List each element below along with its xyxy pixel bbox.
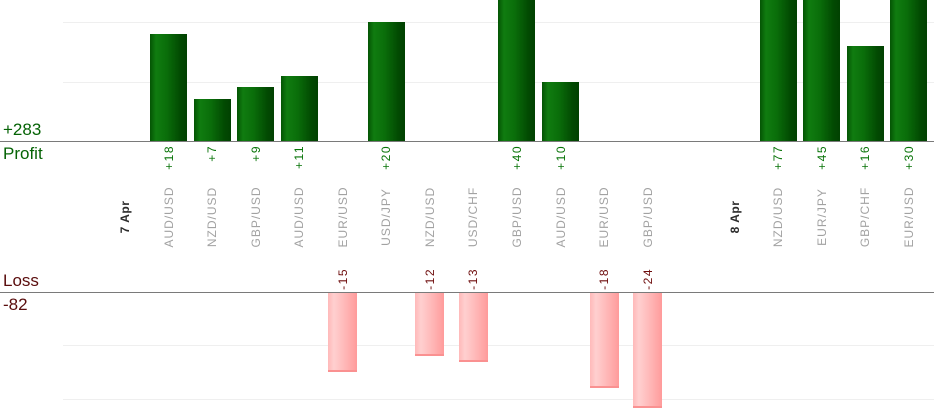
loss-bar <box>415 293 445 357</box>
date-label: 8 Apr <box>727 200 742 234</box>
profit-bar <box>890 0 928 141</box>
pair-label: GBP/USD <box>509 186 524 248</box>
pair-label: NZD/USD <box>205 186 220 248</box>
loss-bar <box>458 293 488 362</box>
profit-bar <box>759 0 797 141</box>
profit-bar <box>150 33 188 141</box>
pair-label: EUR/USD <box>597 186 612 248</box>
profit-bar <box>193 99 231 141</box>
loss-value-label: -13 <box>466 268 481 290</box>
loss-bar <box>589 293 619 389</box>
pair-label: AUD/USD <box>161 186 176 248</box>
profit-value-label: +77 <box>771 145 786 170</box>
profit-bar <box>280 75 318 141</box>
profit-panel <box>0 0 934 142</box>
loss-value-label: -12 <box>422 268 437 290</box>
profit-value-label: +30 <box>901 145 916 170</box>
gridline <box>63 399 934 400</box>
profit-value-label: +10 <box>553 145 568 170</box>
profit-bar <box>542 81 579 141</box>
profit-bar <box>803 0 841 141</box>
pair-label: GBP/CHF <box>858 186 873 248</box>
pair-label: AUD/USD <box>553 186 568 248</box>
pair-label: EUR/USD <box>901 186 916 248</box>
pair-label: GBP/USD <box>248 186 263 248</box>
profit-bar <box>237 87 275 141</box>
profit-value-label: +16 <box>858 145 873 170</box>
loss-axis-label: Loss <box>3 271 39 290</box>
category-axis-band: 7 Apr AUD/USD +18 NZD/USD +7 GBP/USD +9 AUD/USD… <box>0 142 934 292</box>
profit-value-label: +18 <box>161 145 176 170</box>
profit-value-label: +9 <box>248 145 263 162</box>
profit-axis-label: Profit <box>3 144 43 163</box>
loss-value-label: -15 <box>335 268 350 290</box>
profit-bar <box>498 0 536 141</box>
loss-panel <box>0 292 934 408</box>
profit-value-label: +7 <box>205 145 220 162</box>
pair-label: GBP/USD <box>640 186 655 248</box>
pair-label: EUR/USD <box>335 186 350 248</box>
profit-value-label: +20 <box>379 145 394 170</box>
loss-value-label: -18 <box>597 268 612 290</box>
pair-label: EUR/JPY <box>814 188 829 246</box>
pair-label: USD/JPY <box>379 188 394 246</box>
profit-value-label: +45 <box>814 145 829 170</box>
profit-bar <box>846 45 884 141</box>
pair-label: NZD/USD <box>771 186 786 248</box>
profit-value-label: +40 <box>509 145 524 170</box>
profit-total: +283 <box>3 120 42 139</box>
profit-bar <box>367 22 405 141</box>
loss-total: -82 <box>3 295 28 314</box>
pair-label: NZD/USD <box>422 186 437 248</box>
loss-value-label: -24 <box>640 268 655 290</box>
date-label: 7 Apr <box>118 200 132 234</box>
loss-bar <box>633 293 663 408</box>
pair-label: USD/CHF <box>466 186 481 248</box>
gridline <box>63 345 934 346</box>
loss-bar <box>328 293 358 373</box>
profit-value-label: +11 <box>292 145 307 169</box>
pair-label: AUD/USD <box>292 186 307 248</box>
